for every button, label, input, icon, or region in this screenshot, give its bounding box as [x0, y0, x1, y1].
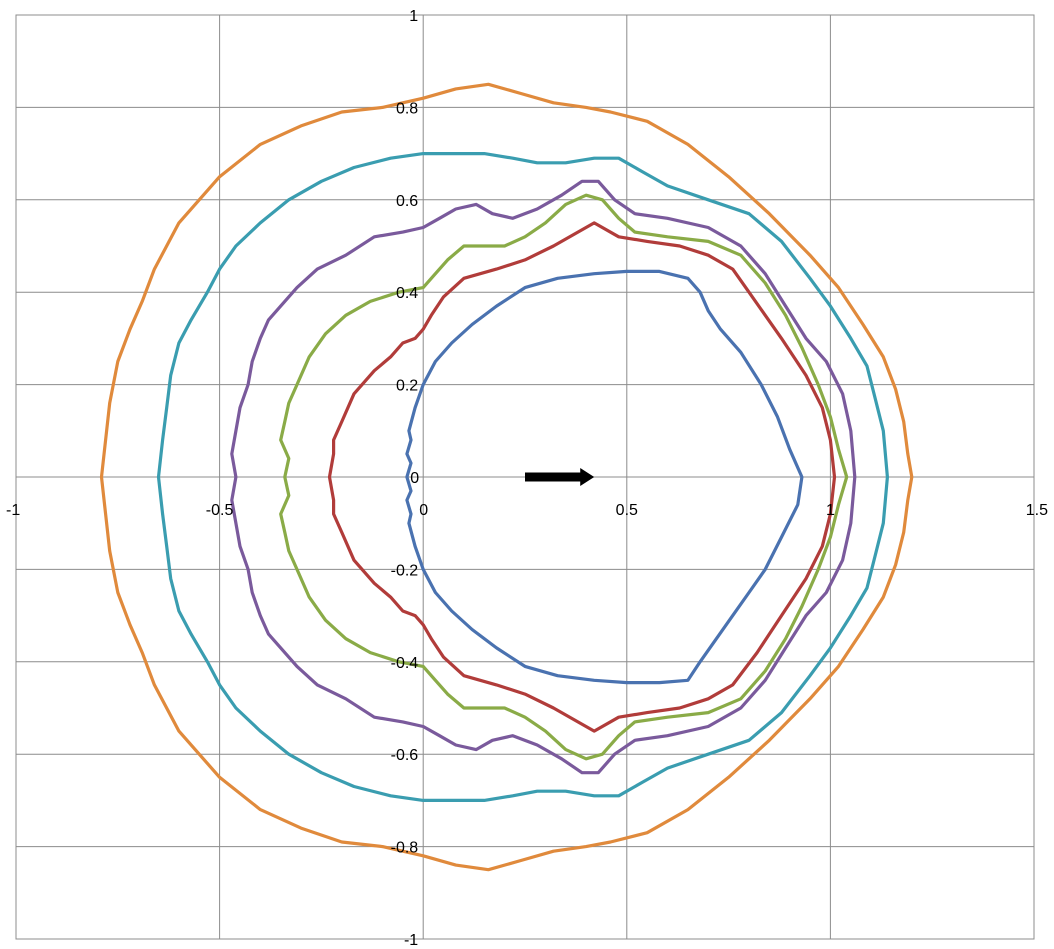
series-line-5 [156, 152, 889, 802]
series-line-3 [279, 193, 849, 761]
x-tick-label: -1 [6, 502, 20, 519]
y-tick-label: 0.2 [396, 378, 418, 395]
y-tick-label: 0.4 [396, 285, 418, 302]
x-tick-label: 1.5 [1026, 502, 1048, 519]
y-tick-label: -0.2 [391, 562, 419, 579]
y-tick-label: 0 [410, 470, 419, 487]
x-tick-label: -0.5 [206, 502, 234, 519]
y-tick-label: -1 [404, 932, 418, 949]
series-line-1 [405, 269, 804, 685]
y-tick-label: 0.8 [396, 100, 418, 117]
y-tick-label: -0.6 [391, 747, 419, 764]
y-tick-label: 1 [409, 8, 418, 25]
tick-label-layer: -1 -0.5 0 0.5 1 1.5 1 0.8 0.6 0.4 0.2 0 -0.2 -0.4 -0.6… [6, 8, 1048, 949]
plot-border [15, 14, 1035, 940]
direction-arrow-icon [525, 468, 595, 486]
y-tick-label: -0.8 [391, 840, 419, 857]
grid-layer [15, 14, 1035, 940]
arrow-layer [525, 468, 595, 486]
series-line-6 [99, 82, 914, 872]
x-tick-label: 1 [826, 502, 835, 519]
y-tick-label: 0.6 [396, 193, 418, 210]
series-line-2 [327, 221, 837, 733]
series-layer [99, 82, 914, 872]
x-tick-label: 0.5 [616, 502, 638, 519]
y-tick-label: -0.4 [391, 655, 419, 672]
x-tick-label: 0 [419, 502, 428, 519]
series-line-4 [230, 179, 857, 775]
